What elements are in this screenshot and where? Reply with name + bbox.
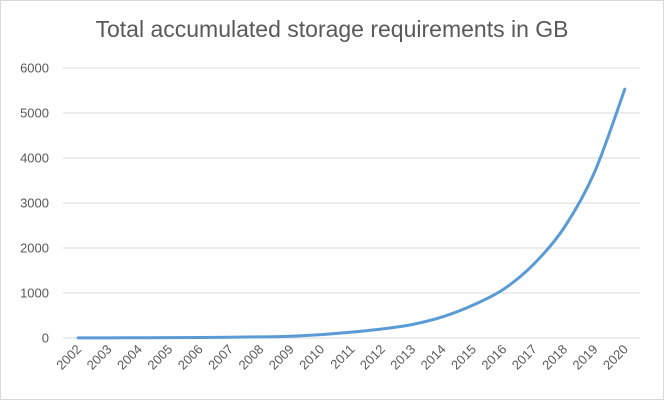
x-tick-label: 2003	[84, 342, 115, 373]
y-tick-label: 1000	[20, 286, 49, 301]
y-axis-tick-labels: 0 1000 2000 3000 4000 5000 6000	[20, 61, 49, 346]
x-tick-label: 2005	[144, 342, 175, 373]
x-tick-label: 2014	[418, 342, 449, 373]
x-tick-label: 2010	[296, 342, 327, 373]
y-tick-label: 2000	[20, 241, 49, 256]
x-tick-label: 2013	[387, 342, 418, 373]
x-tick-label: 2015	[448, 342, 479, 373]
x-tick-label: 2009	[266, 342, 297, 373]
y-tick-label: 5000	[20, 106, 49, 121]
x-tick-label: 2016	[478, 342, 509, 373]
x-tick-label: 2019	[570, 342, 601, 373]
x-tick-label: 2002	[53, 342, 84, 373]
x-tick-label: 2007	[205, 342, 236, 373]
x-tick-label: 2017	[509, 342, 540, 373]
x-tick-label: 2006	[175, 342, 206, 373]
gridlines	[63, 67, 640, 339]
y-tick-label: 6000	[20, 61, 49, 76]
x-tick-label: 2018	[539, 342, 570, 373]
x-tick-label: 2004	[114, 342, 145, 373]
x-axis-tick-labels: 2002 2003 2004 2005 2006 2007 2008 2009 2010 2011…	[53, 342, 631, 373]
x-tick-label: 2020	[600, 342, 631, 373]
series-lines	[76, 87, 627, 340]
chart-title: Total accumulated storage requirements i…	[95, 16, 569, 42]
y-tick-label: 0	[42, 331, 49, 346]
x-tick-label: 2011	[327, 342, 357, 372]
series-line-0	[76, 87, 627, 340]
y-tick-label: 3000	[20, 196, 49, 211]
x-tick-label: 2008	[235, 342, 266, 373]
y-tick-label: 4000	[20, 151, 49, 166]
x-tick-label: 2012	[357, 342, 388, 373]
